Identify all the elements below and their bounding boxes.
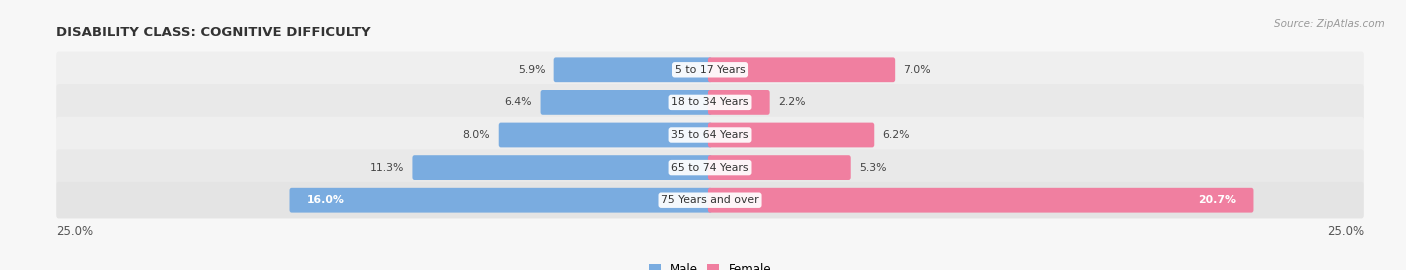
Text: 75 Years and over: 75 Years and over <box>661 195 759 205</box>
Text: 7.0%: 7.0% <box>904 65 931 75</box>
Text: DISABILITY CLASS: COGNITIVE DIFFICULTY: DISABILITY CLASS: COGNITIVE DIFFICULTY <box>56 26 371 39</box>
Text: 6.4%: 6.4% <box>505 97 533 107</box>
Text: 2.2%: 2.2% <box>778 97 806 107</box>
Text: 25.0%: 25.0% <box>56 225 93 238</box>
Text: 11.3%: 11.3% <box>370 163 404 173</box>
FancyBboxPatch shape <box>499 123 711 147</box>
FancyBboxPatch shape <box>56 84 1364 121</box>
FancyBboxPatch shape <box>56 52 1364 88</box>
FancyBboxPatch shape <box>540 90 711 115</box>
Text: 16.0%: 16.0% <box>308 195 344 205</box>
Text: 35 to 64 Years: 35 to 64 Years <box>671 130 749 140</box>
Text: 18 to 34 Years: 18 to 34 Years <box>671 97 749 107</box>
FancyBboxPatch shape <box>290 188 711 212</box>
FancyBboxPatch shape <box>554 58 711 82</box>
Text: 5 to 17 Years: 5 to 17 Years <box>675 65 745 75</box>
FancyBboxPatch shape <box>709 90 769 115</box>
FancyBboxPatch shape <box>709 155 851 180</box>
Text: 20.7%: 20.7% <box>1198 195 1236 205</box>
FancyBboxPatch shape <box>412 155 711 180</box>
Text: 6.2%: 6.2% <box>883 130 910 140</box>
FancyBboxPatch shape <box>709 123 875 147</box>
Text: 25.0%: 25.0% <box>1327 225 1364 238</box>
FancyBboxPatch shape <box>56 182 1364 218</box>
Text: 65 to 74 Years: 65 to 74 Years <box>671 163 749 173</box>
Text: 5.3%: 5.3% <box>859 163 887 173</box>
Text: 8.0%: 8.0% <box>463 130 491 140</box>
FancyBboxPatch shape <box>56 149 1364 186</box>
Legend: Male, Female: Male, Female <box>644 259 776 270</box>
FancyBboxPatch shape <box>56 117 1364 153</box>
FancyBboxPatch shape <box>709 188 1254 212</box>
Text: Source: ZipAtlas.com: Source: ZipAtlas.com <box>1274 19 1385 29</box>
FancyBboxPatch shape <box>709 58 896 82</box>
Text: 5.9%: 5.9% <box>517 65 546 75</box>
